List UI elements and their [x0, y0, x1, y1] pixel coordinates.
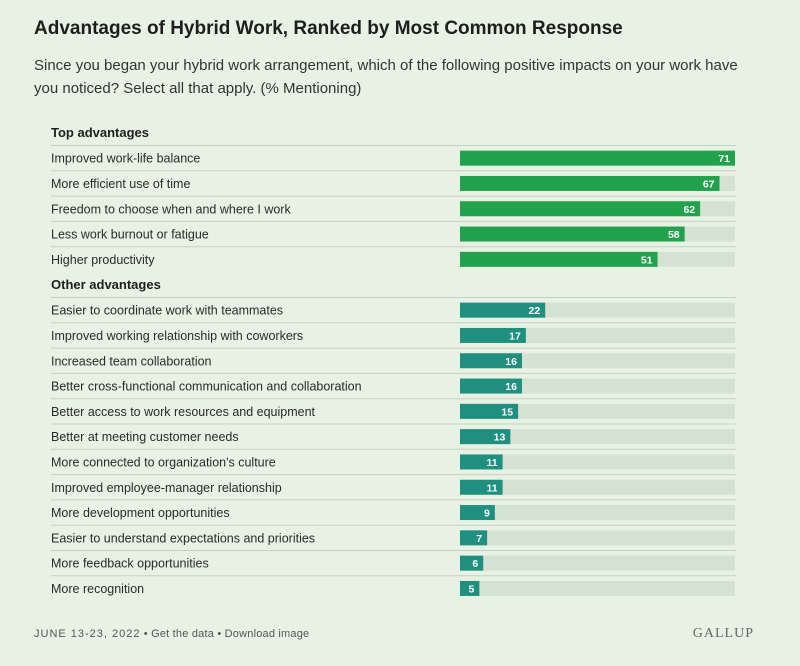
bar — [460, 505, 495, 521]
category-label: Easier to coordinate work with teammates — [51, 304, 283, 318]
download-image-link[interactable]: Download image — [224, 628, 310, 640]
data-label: 22 — [529, 305, 541, 317]
bar-track — [460, 378, 735, 394]
bar — [460, 175, 720, 191]
group-header: Top advantages — [51, 125, 149, 140]
data-label: 58 — [668, 229, 680, 241]
bar — [460, 251, 658, 267]
bar — [460, 429, 511, 445]
bar-track — [460, 580, 735, 596]
category-label: Improved working relationship with cowor… — [51, 329, 303, 343]
bar — [460, 403, 519, 419]
data-label: 6 — [472, 558, 478, 570]
data-label: 62 — [683, 204, 695, 216]
category-label: More feedback opportunities — [51, 557, 209, 571]
bar-chart: Top advantages Improved work-life balance… — [51, 125, 736, 596]
category-label: More development opportunities — [51, 506, 230, 520]
category-label: More efficient use of time — [51, 177, 190, 191]
survey-date: JUNE 13-23, 2022 — [34, 628, 141, 640]
bar-track — [460, 403, 735, 419]
chart-subtitle: Since you began your hybrid work arrange… — [34, 57, 738, 97]
data-label: 67 — [703, 178, 715, 190]
category-label: Better at meeting customer needs — [51, 430, 239, 444]
bar — [460, 150, 735, 166]
bar — [460, 454, 503, 470]
data-label: 9 — [484, 508, 490, 520]
bar-track — [460, 530, 735, 546]
category-label: Freedom to choose when and where I work — [51, 202, 291, 216]
bar — [460, 530, 488, 546]
category-label: Improved work-life balance — [51, 152, 200, 166]
footer-separator: • — [143, 628, 148, 640]
data-label: 11 — [486, 457, 497, 469]
chart-title: Advantages of Hybrid Work, Ranked by Mos… — [34, 18, 623, 39]
bar — [460, 201, 701, 217]
bar — [460, 479, 503, 495]
bar — [460, 378, 522, 394]
category-label: Improved employee-manager relationship — [51, 481, 282, 495]
category-label: More connected to organization's culture — [51, 455, 276, 469]
bar-track — [460, 479, 735, 495]
data-label: 15 — [501, 406, 513, 418]
data-label: 51 — [641, 254, 653, 266]
category-label: Better access to work resources and equi… — [51, 405, 316, 419]
category-label: Easier to understand expectations and pr… — [51, 531, 315, 545]
category-label: Less work burnout or fatigue — [51, 228, 209, 242]
category-label: Higher productivity — [51, 253, 155, 267]
footer-separator: • — [217, 628, 222, 640]
data-label: 13 — [494, 432, 506, 444]
data-label: 5 — [469, 583, 475, 595]
bar — [460, 555, 484, 571]
get-data-link[interactable]: Get the data — [151, 628, 215, 640]
data-label: 17 — [509, 330, 521, 342]
data-label: 71 — [718, 153, 730, 165]
bar-track — [460, 429, 735, 445]
bar-track — [460, 454, 735, 470]
group-header: Other advantages — [51, 277, 161, 292]
bar — [460, 580, 480, 596]
bar — [460, 302, 546, 318]
data-label: 16 — [505, 381, 517, 393]
bar — [460, 353, 522, 369]
category-label: Better cross-functional communication an… — [51, 380, 362, 394]
data-label: 11 — [486, 482, 497, 494]
footer: JUNE 13-23, 2022 • Get the data • Downlo… — [34, 628, 309, 640]
bar — [460, 226, 685, 242]
bar — [460, 327, 526, 343]
gallup-logo: GALLUP — [692, 626, 754, 641]
bar-track — [460, 353, 735, 369]
bar-track — [460, 505, 735, 521]
category-label: More recognition — [51, 582, 144, 596]
category-label: Increased team collaboration — [51, 354, 212, 368]
data-label: 16 — [505, 356, 517, 368]
bar-track — [460, 555, 735, 571]
data-label: 7 — [476, 533, 482, 545]
bar-track — [460, 327, 735, 343]
